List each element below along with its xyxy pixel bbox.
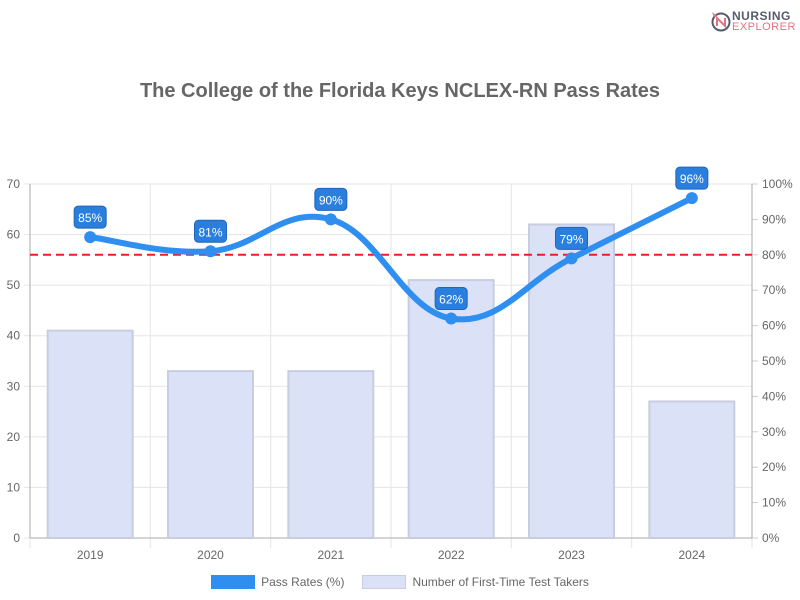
bar-2023 [528,223,615,539]
y-left-tick-label: 60 [7,228,21,242]
logo-icon [711,12,731,32]
pass-rate-point-2023 [565,252,578,265]
y-right-tick-label: 60% [762,319,786,333]
data-label: 62% [439,293,463,307]
y-right-tick-label: 80% [762,248,786,262]
data-label: 90% [319,193,343,207]
bar-2019 [46,329,134,539]
pass-rate-point-2024 [685,192,698,205]
bar-2024 [648,400,736,540]
data-label: 96% [680,172,704,186]
y-left-tick-label: 30 [7,379,21,393]
y-right-tick-label: 90% [762,212,786,226]
x-tick-label: 2021 [317,548,344,562]
y-left-tick-label: 50 [7,278,21,292]
y-left-tick-label: 70 [7,177,21,191]
pass-rate-line [87,195,695,323]
data-label-box [314,187,348,211]
y-right-tick-label: 10% [762,496,786,510]
y-left-tick-label: 10 [7,480,21,494]
x-tick-label: 2022 [438,548,465,562]
y-left-tick-label: 20 [7,430,21,444]
logo-line2: EXPLORER [732,21,796,33]
data-label-box [675,166,709,190]
pass-rate-point-2020 [204,245,217,258]
y-right-tick-label: 50% [762,354,786,368]
data-label: 79% [559,232,583,246]
y-right-tick-label: 0% [762,531,780,545]
bar-2022 [407,279,495,539]
legend-label-pass-rates: Pass Rates (%) [261,575,345,589]
logo-line1: NURSING [732,9,791,23]
x-tick-label: 2019 [77,548,104,562]
y-right-tick-label: 100% [762,177,793,191]
legend-label-test-takers: Number of First-Time Test Takers [412,575,589,589]
pass-rate-point-2019 [84,231,97,244]
pass-rate-point-2022 [445,312,458,325]
legend: Pass Rates (%) Number of First-Time Test… [0,575,800,589]
y-right-tick-label: 40% [762,389,786,403]
data-label-box [555,226,588,250]
pass-rate-point-2021 [324,213,337,226]
legend-item-pass-rates[interactable]: Pass Rates (%) [211,575,344,589]
y-right-tick-label: 30% [762,425,786,439]
y-left-tick-label: 0 [13,531,20,545]
y-right-tick-label: 70% [762,283,786,297]
nursing-explorer-logo: NURSING EXPLORER [710,8,795,36]
legend-item-test-takers[interactable]: Number of First-Time Test Takers [362,575,589,589]
x-tick-label: 2023 [558,548,585,562]
bar-2021 [287,370,375,539]
data-label-box [73,205,107,229]
chart-title: The College of the Florida Keys NCLEX-RN… [139,80,661,102]
x-tick-label: 2020 [197,548,224,562]
data-label-box [434,287,468,311]
bar-2020 [167,370,254,539]
data-label: 85% [78,211,102,225]
y-left-tick-label: 40 [7,329,21,343]
data-label: 81% [198,225,222,239]
x-tick-label: 2024 [678,548,705,562]
legend-swatch-pass-rates [211,575,256,589]
legend-swatch-test-takers [362,575,407,589]
data-label-box [194,219,227,243]
y-right-tick-label: 20% [762,460,786,474]
